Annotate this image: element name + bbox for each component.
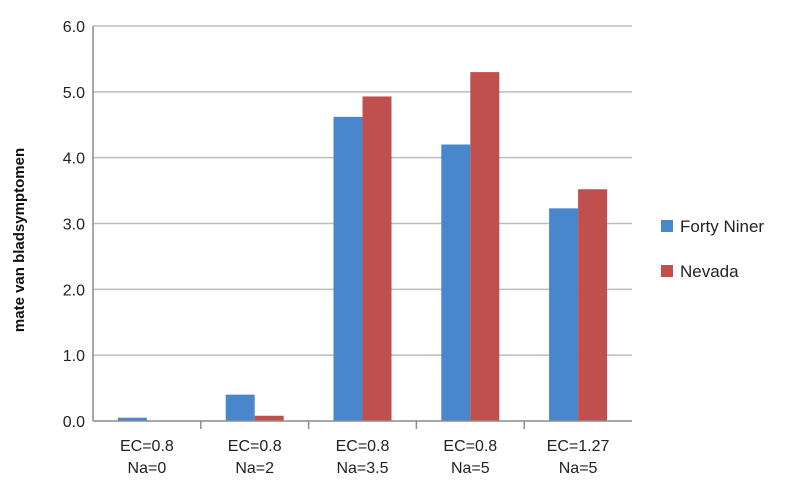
x-category-labels: EC=0.8 Na=0 EC=0.8 Na=2 EC=0.8 Na=3.5 EC=0.8 Na… [120,438,610,477]
x-tick-label: EC=0.8 Na=3.5 [336,438,390,477]
y-tick-label: 0.0 [63,414,85,431]
bar-forty-niner [333,116,363,421]
bar-nevada [362,96,392,422]
y-tick-label: 3.0 [63,217,85,234]
legend-swatch-nevada [661,265,673,277]
y-tick-labels: 0.0 1.0 2.0 3.0 4.0 5.0 6.0 [63,19,85,431]
x-tick-label: EC=0.8 Na=0 [120,438,174,477]
y-axis-label: mate van bladsymptomen [11,148,28,332]
bar-nevada [578,189,608,421]
bar-forty-niner [225,394,255,421]
bars [117,72,608,422]
legend-swatch-forty-niner [661,220,673,232]
legend: Forty Niner Nevada [661,217,764,281]
bar-nevada [470,72,500,421]
bar-forty-niner [117,417,147,421]
bar-forty-niner [441,144,471,421]
legend-label-nevada: Nevada [680,262,739,281]
y-tick-label: 1.0 [63,348,85,365]
y-tick-label: 4.0 [63,151,85,168]
legend-label-forty-niner: Forty Niner [680,217,764,236]
bar-forty-niner [549,208,579,421]
x-tick-label: EC=1.27 Na=5 [547,438,610,477]
bar-nevada [254,415,284,421]
x-tick-label: EC=0.8 Na=5 [443,438,497,477]
y-tick-label: 5.0 [63,85,85,102]
axes [92,26,632,429]
y-tick-label: 2.0 [63,282,85,299]
y-tick-label: 6.0 [63,19,85,36]
x-tick-label: EC=0.8 Na=2 [228,438,282,477]
